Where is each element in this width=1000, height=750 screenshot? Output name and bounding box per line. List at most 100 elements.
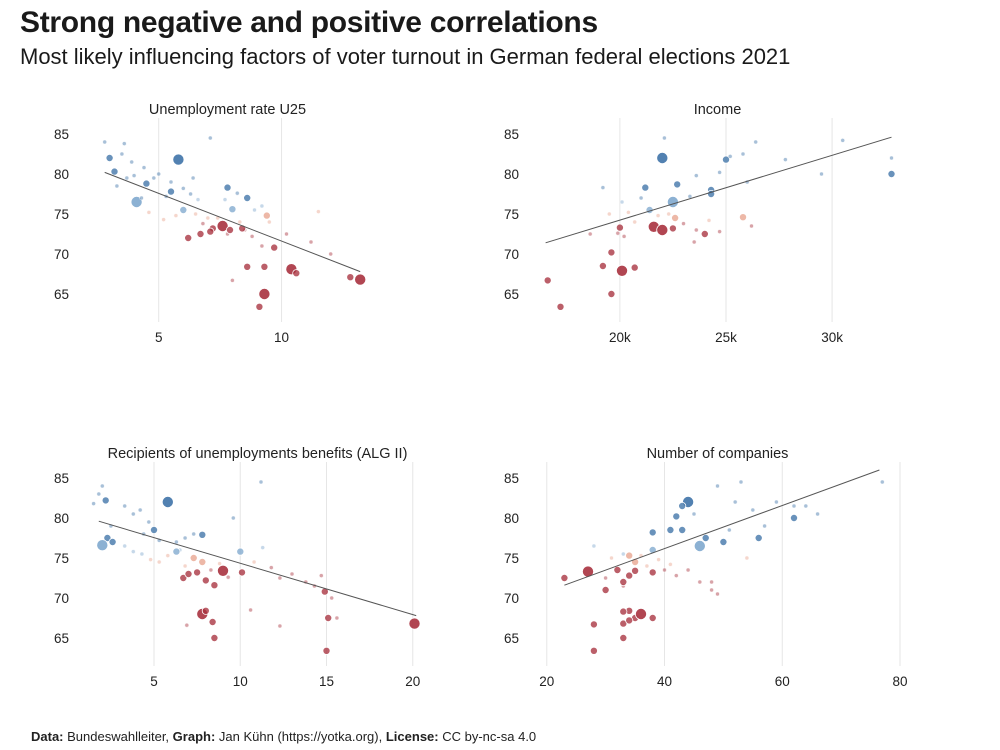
data-point — [783, 157, 788, 162]
data-point — [189, 554, 198, 563]
data-point — [179, 205, 188, 214]
data-point — [334, 615, 340, 621]
data-point — [172, 547, 181, 556]
y-tick-label: 75 — [504, 551, 519, 566]
panel-4: Number of companies 20 40 60 80 65 70 75 80 85 — [504, 446, 908, 689]
data-point — [225, 575, 231, 580]
data-point — [146, 210, 152, 215]
data-point — [316, 209, 321, 214]
data-point — [774, 499, 779, 505]
data-point — [267, 219, 272, 225]
data-point — [621, 234, 627, 239]
data-point — [166, 187, 175, 196]
data-point — [156, 171, 161, 177]
data-point — [258, 287, 271, 300]
data-point — [191, 531, 196, 537]
data-point — [139, 195, 144, 201]
data-point — [161, 495, 174, 508]
data-point — [656, 557, 661, 562]
data-point — [728, 154, 733, 159]
chart-subtitle: Most likely influencing factors of voter… — [20, 44, 791, 69]
data-point — [258, 479, 264, 485]
data-point — [130, 195, 143, 208]
data-point — [255, 302, 264, 311]
data-point — [188, 191, 193, 197]
data-point — [223, 183, 232, 192]
data-point — [722, 155, 731, 164]
y-tick-label: 75 — [54, 551, 69, 566]
data-point — [819, 171, 824, 177]
data-point — [131, 173, 137, 178]
data-point — [685, 567, 691, 573]
data-point — [277, 623, 283, 629]
data-point — [201, 576, 210, 585]
data-point — [243, 262, 252, 271]
data-point — [615, 230, 620, 236]
data-point — [346, 273, 355, 282]
data-point — [216, 564, 229, 577]
x-tick-label: 30k — [821, 330, 843, 345]
data-point — [616, 264, 629, 277]
data-point — [762, 523, 767, 529]
data-point — [701, 534, 710, 543]
data-point — [172, 153, 185, 166]
data-point — [625, 571, 634, 580]
data-point — [102, 139, 107, 145]
data-point — [161, 217, 166, 222]
data-point — [598, 261, 607, 270]
data-point — [243, 193, 252, 202]
data-point — [131, 549, 136, 554]
data-point — [354, 273, 367, 286]
data-point — [182, 535, 188, 541]
data-point — [588, 231, 593, 237]
data-point — [887, 169, 896, 178]
data-point — [668, 224, 677, 233]
data-point — [666, 211, 671, 217]
data-point — [216, 219, 229, 232]
data-point — [179, 574, 188, 583]
data-point — [738, 479, 744, 485]
y-tick-label: 65 — [54, 287, 69, 302]
data-point — [630, 263, 639, 272]
data-point — [96, 491, 102, 497]
data-point — [691, 511, 697, 517]
data-point — [114, 183, 120, 189]
x-tick-label: 20 — [539, 674, 554, 689]
data-point — [103, 534, 112, 543]
y-tick-label: 80 — [54, 511, 69, 526]
data-point — [619, 634, 628, 643]
data-point — [105, 153, 114, 162]
data-point — [591, 543, 597, 549]
x-tick-label: 5 — [150, 674, 158, 689]
x-tick-label: 80 — [892, 674, 907, 689]
data-point — [666, 526, 675, 535]
data-point — [139, 551, 145, 557]
data-point — [656, 151, 669, 164]
data-point — [208, 135, 213, 141]
data-point — [156, 559, 162, 565]
data-point — [262, 211, 271, 220]
data-point — [601, 586, 610, 595]
data-point — [236, 547, 245, 556]
data-point — [619, 607, 628, 616]
y-tick-label: 75 — [54, 207, 69, 222]
data-point — [589, 620, 598, 629]
data-point — [277, 575, 283, 581]
data-point — [151, 175, 157, 181]
data-point — [678, 501, 687, 510]
data-point — [129, 159, 134, 165]
data-point — [638, 195, 644, 201]
source-caption: Data: Bundeswahlleiter, Graph: Jan Kühn … — [31, 729, 536, 744]
data-point — [674, 573, 679, 578]
data-point — [198, 558, 207, 567]
trend-line — [564, 469, 880, 586]
data-point — [678, 526, 687, 535]
data-point — [621, 551, 626, 557]
data-point — [672, 512, 681, 521]
data-point — [648, 568, 657, 577]
data-point — [228, 205, 237, 214]
data-point — [119, 151, 125, 157]
x-tick-label: 20k — [609, 330, 631, 345]
data-point — [308, 239, 314, 245]
data-point — [137, 507, 143, 513]
